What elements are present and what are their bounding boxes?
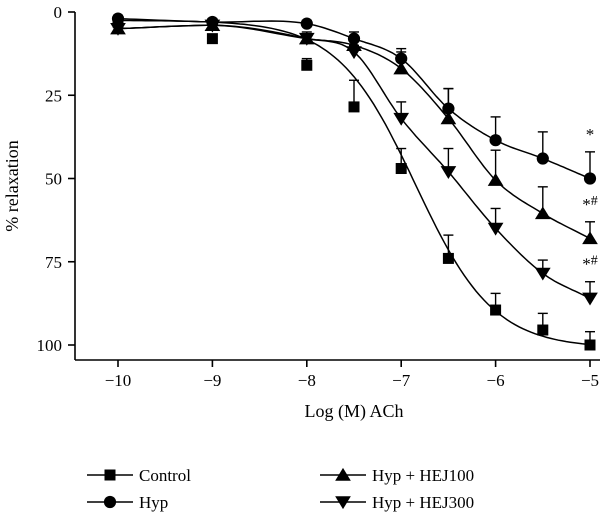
hyp-hej100-data-point <box>393 61 410 75</box>
hyp-data-point <box>395 52 408 65</box>
y-tick-label: 25 <box>45 86 62 105</box>
error-bars-layer <box>113 14 595 345</box>
x-tick-label: −5 <box>581 371 599 390</box>
hyp-data-point <box>583 172 597 185</box>
x-tick-label: −8 <box>298 371 316 390</box>
hyp-hej300-significance-mark: *# <box>582 254 598 274</box>
legend-label-hyp-hej300: Hyp + HEJ300 <box>372 493 474 512</box>
hyp-hej300-data-point <box>393 112 410 126</box>
legend-marker-hyp-hej100 <box>335 467 351 481</box>
y-tick-label: 75 <box>45 253 62 272</box>
control-data-point <box>301 59 313 71</box>
control-fit-curve <box>118 19 591 346</box>
axes-layer <box>74 12 600 361</box>
hyp-hej100-significance-mark: *# <box>582 194 598 214</box>
hyp-hej100-data-point <box>534 206 551 220</box>
x-tick-label: −6 <box>487 371 505 390</box>
hyp-data-point <box>300 17 313 30</box>
control-data-point <box>442 252 454 264</box>
hyp-hej100-data-point <box>582 231 598 245</box>
control-data-point <box>206 33 218 45</box>
legend-marker-control <box>104 469 116 481</box>
x-axis-title: Log (M) ACh <box>305 401 404 422</box>
control-data-point <box>584 339 596 351</box>
y-tick-label: 0 <box>54 3 63 22</box>
y-tick-label: 100 <box>37 336 63 355</box>
legend-label-control: Control <box>139 466 191 485</box>
control-data-point <box>490 304 502 316</box>
x-tick-label: −7 <box>392 371 411 390</box>
y-axis-title: % relaxation <box>2 140 22 231</box>
control-data-point <box>395 163 407 175</box>
hyp-hej100-data-point <box>440 111 457 125</box>
data-points-layer <box>110 12 598 351</box>
hyp-data-point <box>442 102 455 115</box>
control-data-point <box>348 101 360 113</box>
y-tick-label: 50 <box>45 170 62 189</box>
hyp-data-point <box>111 12 125 25</box>
x-tick-label: −10 <box>105 371 132 390</box>
hyp-hej300-data-point <box>298 32 315 46</box>
legend-label-hyp: Hyp <box>139 493 168 512</box>
hyp-significance-mark: * <box>586 125 595 144</box>
legend: Control Hyp Hyp + HEJ100 Hyp + HEJ300 <box>87 466 474 512</box>
legend-marker-hyp-hej300 <box>335 496 351 510</box>
hyp-hej300-data-point <box>346 46 362 60</box>
annotations-layer: * *# *# <box>582 125 598 274</box>
hyp-hej300-data-point <box>534 267 551 281</box>
hyp-data-point <box>489 134 502 147</box>
x-tick-label: −9 <box>203 371 221 390</box>
hyp-hej300-data-point <box>110 22 126 36</box>
ticks-layer: 0 25 50 75 100 −10 −9 −8 −7 −6 −5 <box>37 3 600 390</box>
hyp-hej300-data-point <box>204 19 221 33</box>
control-data-point <box>537 324 549 336</box>
hyp-hej300-data-point <box>440 166 457 179</box>
hyp-hej300-data-point <box>582 292 598 306</box>
hyp-hej300-data-point <box>487 222 504 236</box>
hyp-data-point <box>536 152 549 165</box>
fit-curves-layer <box>117 17 591 346</box>
hyp-hej100-data-point <box>487 173 504 186</box>
legend-marker-hyp <box>103 495 117 509</box>
hyp-hej300-fit-curve <box>117 24 591 300</box>
legend-label-hyp-hej100: Hyp + HEJ100 <box>372 466 474 485</box>
